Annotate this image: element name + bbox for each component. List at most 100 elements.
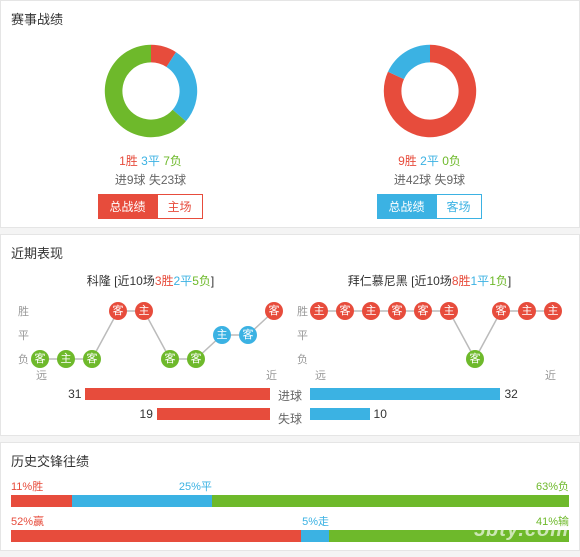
form-panel: 近期表现 科隆 [近10场3胜2平5负] 胜平负远近客主客客主客客主客客 拜仁慕… — [0, 234, 580, 436]
bar — [157, 408, 270, 420]
win-text: 9胜 — [398, 154, 417, 168]
left-goals-for: 31 — [68, 387, 270, 401]
h2h-label: 41%输 — [329, 513, 569, 529]
svg-text:远: 远 — [315, 369, 326, 382]
h2h-label: 52%赢 — [11, 513, 301, 529]
svg-text:客: 客 — [417, 303, 428, 317]
record-right: 9胜 2平 0负 进42球 失9球 总战绩 客场 — [290, 36, 569, 219]
svg-text:胜: 胜 — [18, 304, 29, 318]
toggle-overall[interactable]: 总战绩 — [377, 194, 435, 219]
h2h-segment — [11, 530, 301, 542]
svg-text:客: 客 — [164, 351, 175, 365]
record-left-goals: 进9球 失23球 — [115, 171, 186, 188]
label-against: 失球 — [270, 410, 310, 427]
h2h-row-2: 52%赢5%走41%输 — [11, 513, 569, 542]
donut-right — [375, 36, 485, 146]
donut-left — [96, 36, 206, 146]
record-panel: 赛事战绩 1胜 3平 7负 进9球 失23球 总战绩 主场 9胜 2平 — [0, 0, 580, 228]
form-right-head: 拜仁慕尼黑 [近10场8胜1平1负] — [348, 272, 511, 289]
svg-text:胜: 胜 — [297, 304, 308, 318]
h2h-panel: 历史交锋往绩 11%胜25%平63%负 52%赢5%走41%输 5bty.com — [0, 442, 580, 551]
toggle-home[interactable]: 主场 — [157, 194, 203, 219]
team-name: 拜仁慕尼黑 — [348, 274, 408, 288]
toggle-away[interactable]: 客场 — [436, 194, 482, 219]
h2h-label: 5%走 — [301, 513, 329, 529]
h2h-row-1: 11%胜25%平63%负 — [11, 478, 569, 507]
summary-draw: 2平 — [174, 274, 193, 288]
form-right: 拜仁慕尼黑 [近10场8胜1平1负] 胜平负远近主客主客客主客客主主 — [290, 270, 569, 383]
team-name: 科隆 — [87, 274, 111, 288]
record-left-summary: 1胜 3平 7负 — [119, 152, 182, 169]
svg-text:客: 客 — [495, 303, 506, 317]
svg-text:主: 主 — [521, 304, 532, 317]
h2h-segment — [212, 495, 569, 507]
record-right-toggle: 总战绩 客场 — [377, 194, 481, 219]
loss-text: 0负 — [442, 154, 461, 168]
form-right-chart: 胜平负远近主客主客客主客客主主 — [295, 293, 565, 383]
draw-text: 3平 — [141, 154, 160, 168]
svg-text:平: 平 — [297, 330, 308, 342]
summary-suffix: ] — [508, 274, 511, 288]
record-right-summary: 9胜 2平 0负 — [398, 152, 461, 169]
summary-win: 8胜 — [452, 274, 471, 288]
record-left-toggle: 总战绩 主场 — [98, 194, 202, 219]
h2h-label: 63%负 — [212, 478, 569, 494]
svg-text:主: 主 — [216, 328, 227, 341]
summary-loss: 5负 — [192, 274, 211, 288]
left-goals-against: 19 — [140, 407, 270, 421]
label-for: 进球 — [270, 387, 310, 404]
svg-text:客: 客 — [339, 303, 350, 317]
svg-text:客: 客 — [391, 303, 402, 317]
svg-text:远: 远 — [36, 369, 47, 382]
h2h-title: 历史交锋往绩 — [11, 451, 569, 470]
summary-prefix: [近10场 — [411, 274, 452, 288]
svg-text:客: 客 — [242, 327, 253, 341]
loss-text: 7负 — [163, 154, 182, 168]
h2h-segment — [72, 495, 212, 507]
value: 10 — [374, 407, 387, 421]
toggle-overall[interactable]: 总战绩 — [98, 194, 156, 219]
form-title: 近期表现 — [11, 243, 569, 262]
draw-text: 2平 — [420, 154, 439, 168]
form-left-chart: 胜平负远近客主客客主客客主客客 — [16, 293, 286, 383]
form-left: 科隆 [近10场3胜2平5负] 胜平负远近客主客客主客客主客客 — [11, 270, 290, 383]
h2h-segment — [11, 495, 72, 507]
svg-text:负: 负 — [18, 352, 29, 366]
svg-text:主: 主 — [365, 304, 376, 317]
value: 32 — [504, 387, 517, 401]
h2h-label: 11%胜 — [11, 478, 72, 494]
svg-text:主: 主 — [313, 304, 324, 317]
svg-text:主: 主 — [547, 304, 558, 317]
svg-text:客: 客 — [112, 303, 123, 317]
h2h-segment — [301, 530, 329, 542]
svg-text:主: 主 — [138, 304, 149, 317]
win-text: 1胜 — [119, 154, 138, 168]
h2h-segment — [329, 530, 569, 542]
svg-text:客: 客 — [86, 351, 97, 365]
goals-bars: 31 19 进球 失球 32 10 — [11, 387, 569, 427]
summary-prefix: [近10场 — [114, 274, 155, 288]
svg-text:负: 负 — [297, 352, 308, 366]
value: 19 — [140, 407, 153, 421]
right-goals-for: 32 — [310, 387, 569, 401]
svg-text:主: 主 — [60, 352, 71, 365]
svg-text:客: 客 — [190, 351, 201, 365]
summary-win: 3胜 — [155, 274, 174, 288]
bar — [310, 408, 370, 420]
summary-loss: 1负 — [489, 274, 508, 288]
record-title: 赛事战绩 — [11, 9, 569, 28]
svg-text:主: 主 — [443, 304, 454, 317]
svg-text:平: 平 — [18, 330, 29, 342]
summary-suffix: ] — [211, 274, 214, 288]
record-left: 1胜 3平 7负 进9球 失23球 总战绩 主场 — [11, 36, 290, 219]
svg-text:客: 客 — [469, 351, 480, 365]
h2h-label: 25%平 — [72, 478, 212, 494]
bar — [85, 388, 270, 400]
value: 31 — [68, 387, 81, 401]
bar — [310, 388, 500, 400]
svg-text:近: 近 — [266, 369, 277, 382]
svg-text:客: 客 — [34, 351, 45, 365]
svg-text:近: 近 — [545, 369, 556, 382]
form-left-head: 科隆 [近10场3胜2平5负] — [87, 272, 214, 289]
record-right-goals: 进42球 失9球 — [394, 171, 465, 188]
